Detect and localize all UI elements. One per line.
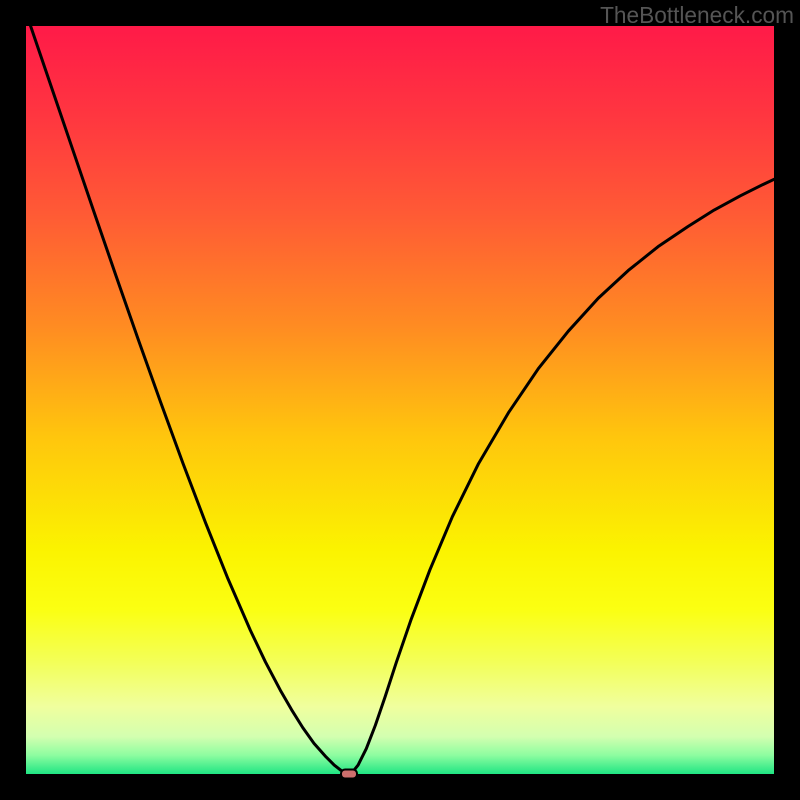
watermark-text: TheBottleneck.com bbox=[600, 2, 794, 29]
optimal-point-marker bbox=[340, 769, 358, 780]
plot-area bbox=[26, 26, 774, 774]
bottleneck-curve bbox=[26, 26, 774, 774]
chart-container: TheBottleneck.com bbox=[0, 0, 800, 800]
